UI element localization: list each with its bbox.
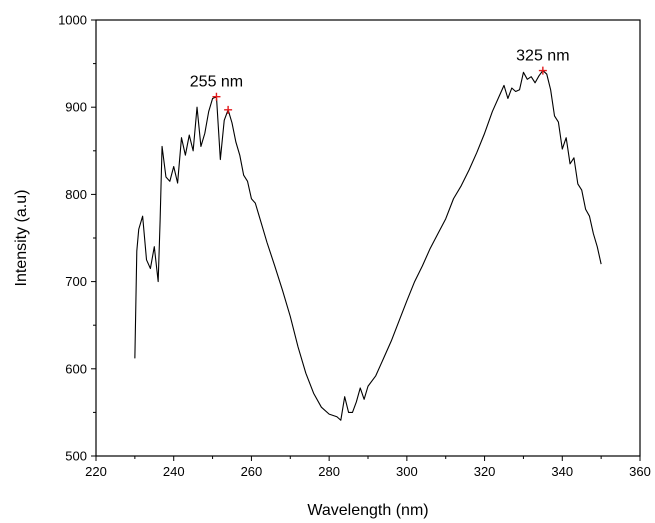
intensity-series-line [134,70,602,421]
x-tick-label: 360 [629,464,651,479]
x-axis: 220 240 260 280 300 320 340 360 [85,456,651,479]
peak-marker [212,92,221,101]
peak-markers [212,66,547,114]
peak-annotation-label: 325 nm [516,48,569,65]
x-tick-label: 240 [163,464,185,479]
y-tick-label: 500 [65,449,87,464]
peak-annotation-label: 255 nm [190,74,243,91]
x-tick-label: 300 [396,464,418,479]
y-axis: 500 600 700 800 900 1000 [58,13,96,464]
y-tick-label: 900 [65,100,87,115]
y-tick-label: 800 [65,187,87,202]
x-tick-label: 260 [241,464,263,479]
annotations: 255 nm 325 nm [190,48,570,91]
x-axis-title: Wavelength (nm) [307,502,428,519]
peak-marker [538,66,547,75]
x-tick-label: 220 [85,464,107,479]
y-tick-label: 700 [65,274,87,289]
x-tick-label: 320 [474,464,496,479]
y-tick-label: 600 [65,361,87,376]
x-tick-label: 340 [551,464,573,479]
peak-marker [224,105,233,114]
y-tick-label: 1000 [58,13,87,28]
x-tick-label: 280 [318,464,340,479]
plot-frame [95,19,641,457]
y-axis-title: Intensity (a.u) [13,190,30,287]
